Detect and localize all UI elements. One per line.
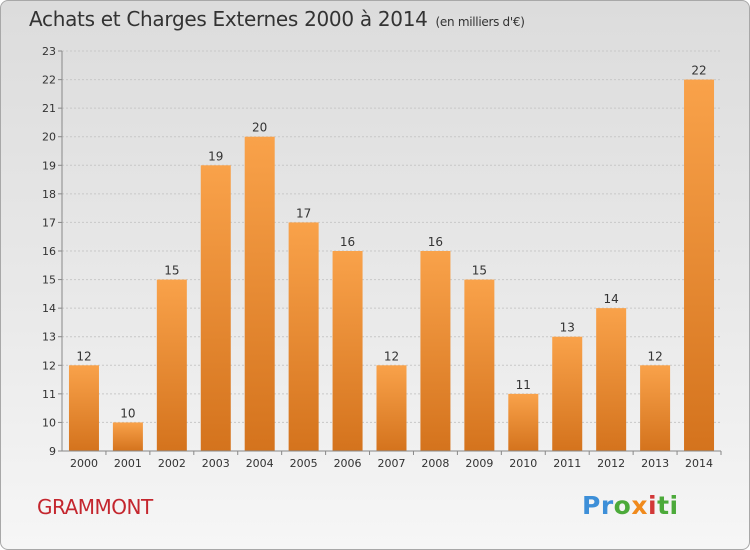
bar: [464, 279, 495, 451]
bar-value-label: 14: [604, 292, 619, 306]
proxiti-logo[interactable]: Proxiti: [582, 491, 679, 520]
y-tick-label: 10: [42, 416, 56, 429]
y-tick-label: 14: [42, 302, 56, 315]
y-tick-label: 9: [49, 445, 56, 458]
x-tick-label: 2014: [685, 457, 713, 470]
bar: [508, 393, 539, 451]
y-tick-label: 13: [42, 331, 56, 344]
logo-part: Pr: [582, 491, 614, 520]
bar: [156, 279, 187, 451]
logo-part: x: [631, 491, 648, 520]
bar-value-label: 11: [516, 378, 531, 392]
bar: [332, 251, 363, 451]
y-tick-label: 18: [42, 188, 56, 201]
bar-value-label: 15: [164, 264, 179, 278]
bar-value-label: 12: [647, 349, 662, 363]
x-tick-label: 2013: [641, 457, 669, 470]
bar-value-label: 15: [472, 264, 487, 278]
y-tick-label: 17: [42, 216, 56, 229]
logo-part: o: [613, 491, 632, 520]
chart-subtitle: (en milliers d'€): [435, 15, 525, 29]
x-tick-label: 2004: [246, 457, 274, 470]
y-tick-label: 12: [42, 359, 56, 372]
axes: [58, 50, 722, 455]
x-tick-label: 2008: [421, 457, 449, 470]
bar: [596, 308, 627, 451]
bar: [684, 79, 715, 452]
bar: [288, 222, 319, 451]
bar: [376, 365, 407, 451]
city-name: GRAMMONT: [37, 495, 153, 519]
bar-value-label: 20: [252, 121, 267, 135]
y-tick-label: 15: [42, 274, 56, 287]
bar: [112, 422, 143, 451]
bar: [420, 251, 451, 451]
bar-value-label: 10: [120, 406, 135, 420]
bars: [68, 79, 715, 452]
x-tick-label: 2009: [465, 457, 493, 470]
bar-value-label: 22: [691, 64, 706, 78]
y-tick-label: 21: [42, 102, 56, 115]
bar: [552, 336, 583, 451]
bar: [68, 365, 99, 451]
x-tick-label: 2005: [290, 457, 318, 470]
x-tick-label: 2010: [509, 457, 537, 470]
labels: 9 10 11 12 13 14 15 16 17 18 19 20 21 22 23 12 2000 10 200…: [42, 45, 713, 470]
title-text: Achats et Charges Externes 2000 à 2014: [29, 7, 428, 31]
bar: [244, 136, 275, 451]
y-tick-label: 16: [42, 245, 56, 258]
x-tick-label: 2003: [202, 457, 230, 470]
x-tick-label: 2007: [378, 457, 406, 470]
x-tick-label: 2002: [158, 457, 186, 470]
x-tick-label: 2011: [553, 457, 581, 470]
logo-part: ti: [657, 491, 679, 520]
y-tick-label: 11: [42, 388, 56, 401]
y-tick-label: 19: [42, 159, 56, 172]
x-tick-label: 2012: [597, 457, 625, 470]
bar-value-label: 19: [208, 149, 223, 163]
chart-title: Achats et Charges Externes 2000 à 2014 (e…: [29, 7, 525, 31]
bar-value-label: 12: [384, 349, 399, 363]
y-tick-label: 22: [42, 74, 56, 87]
x-tick-label: 2006: [334, 457, 362, 470]
bar: [200, 165, 231, 452]
bar-value-label: 12: [76, 349, 91, 363]
bar-value-label: 16: [428, 235, 443, 249]
bar-value-label: 17: [296, 206, 311, 220]
bar-value-label: 16: [340, 235, 355, 249]
logo-part: i: [647, 491, 658, 520]
y-tick-label: 20: [42, 131, 56, 144]
x-tick-label: 2001: [114, 457, 142, 470]
x-tick-label: 2000: [70, 457, 98, 470]
y-tick-label: 23: [42, 45, 56, 58]
bar: [640, 365, 671, 451]
bar-value-label: 13: [560, 321, 575, 335]
